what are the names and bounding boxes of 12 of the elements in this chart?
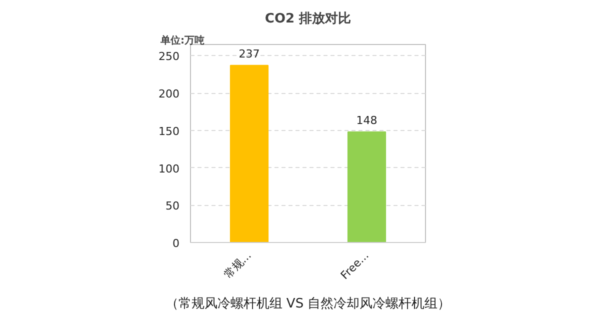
x-tick-label: 常规... <box>222 248 254 282</box>
y-tick-label: 100 <box>158 162 180 176</box>
y-tick-label: 50 <box>166 200 180 213</box>
data-label: 148 <box>356 114 378 127</box>
y-tick-label: 150 <box>158 124 180 138</box>
text: （常规风冷螺杆机组 VS 自然冷却风冷螺杆机组） <box>165 296 451 312</box>
y-tick-label: 250 <box>158 50 180 64</box>
y-tick-label: 200 <box>158 88 180 101</box>
data-label: 237 <box>238 47 260 60</box>
y-axis-title: 单位:万吨 <box>160 34 204 46</box>
chart-title: CO2 排放对比 <box>264 12 352 26</box>
y-tick-label: 0 <box>172 237 180 250</box>
